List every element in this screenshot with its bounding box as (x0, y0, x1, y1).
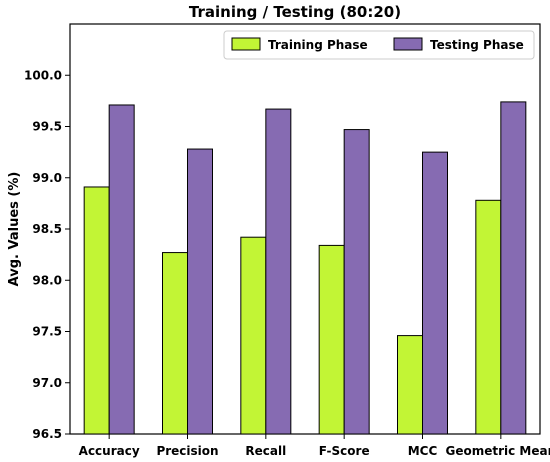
x-axis: Accuracy Precision Recall F-Score MCC Geometr… (79, 434, 550, 458)
y-tick-label: 99.0 (32, 171, 62, 185)
bars-group (83, 101, 527, 435)
y-tick-label: 97.5 (32, 325, 62, 339)
bar-testing-phase-geometric-mean[interactable] (500, 101, 527, 435)
y-tick-label: 100.0 (24, 68, 62, 82)
legend-label: Testing Phase (430, 38, 524, 52)
y-tick-label: 99.5 (32, 120, 62, 134)
bar-testing-phase-f-score[interactable] (343, 129, 370, 435)
x-tick-label: Recall (245, 444, 286, 458)
legend-label: Training Phase (268, 38, 368, 52)
y-axis-label: Avg. Values (%) (7, 172, 22, 287)
bar-training-phase-mcc[interactable] (397, 335, 423, 435)
legend-box (223, 30, 535, 60)
y-tick-label: 98.0 (32, 273, 62, 287)
legend[interactable]: Training Phase Testing Phase (223, 30, 535, 60)
y-axis: 96.5 97.0 97.5 98.0 98.5 99.0 99.5 100.0 (24, 68, 70, 441)
y-tick-label: 96.5 (32, 427, 62, 441)
bar-training-phase-precision[interactable] (162, 252, 188, 435)
bar-testing-phase-accuracy[interactable] (108, 104, 135, 435)
chart-title: Training / Testing (80:20) (189, 3, 401, 21)
bar-training-phase-accuracy[interactable] (83, 186, 110, 435)
legend-swatch (393, 37, 423, 51)
y-tick-label: 98.5 (32, 222, 62, 236)
bar-testing-phase-mcc[interactable] (422, 151, 448, 435)
bar-training-phase-recall[interactable] (240, 236, 267, 435)
x-tick-label: Geometric Mean (446, 444, 550, 458)
x-tick-label: Precision (156, 444, 218, 458)
plot-area-frame (69, 23, 541, 435)
bar-testing-phase-precision[interactable] (187, 148, 213, 435)
bar-training-phase-f-score[interactable] (318, 244, 345, 435)
legend-swatch (231, 37, 261, 51)
x-tick-label: MCC (408, 444, 438, 458)
bar-training-phase-geometric-mean[interactable] (475, 199, 502, 435)
y-tick-label: 97.0 (32, 376, 62, 390)
bar-testing-phase-recall[interactable] (265, 108, 292, 435)
x-tick-label: F-Score (319, 444, 370, 458)
x-tick-label: Accuracy (79, 444, 140, 458)
